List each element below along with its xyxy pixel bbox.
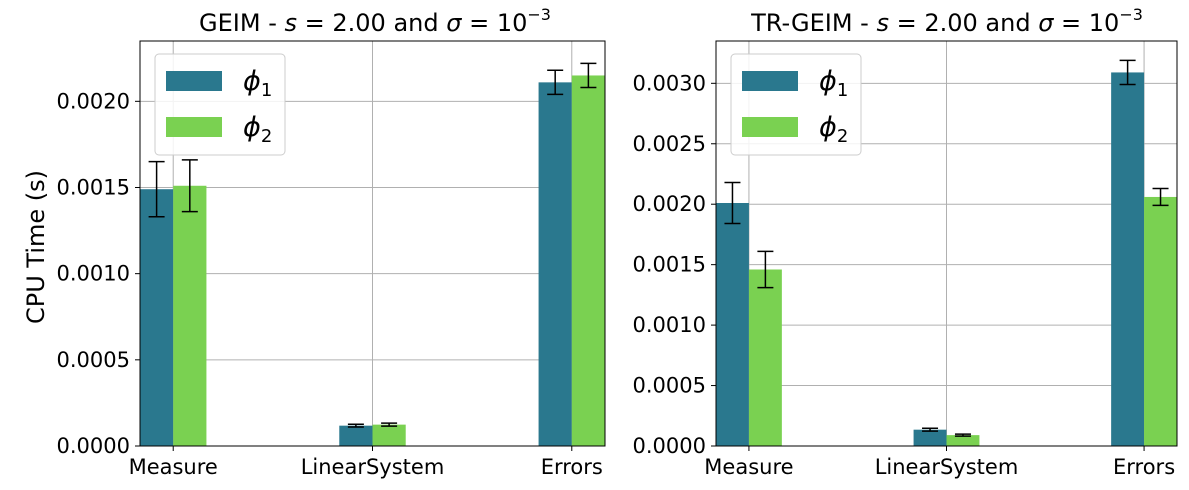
x-tick-label: Errors	[541, 455, 603, 479]
legend-label: ϕ1	[243, 66, 272, 101]
legend-swatch	[742, 71, 798, 91]
chart-geim: 0.0000 0.0005 0.0010 0.0015 0.0020 Measure Lin…	[57, 5, 606, 479]
legend-symbol: ϕ	[819, 112, 837, 143]
bar-errors-phi2	[1144, 196, 1177, 446]
chart-tr-geim: 0.0000 0.0005 0.0010 0.0015 0.0020 0.0025 0.00…	[633, 5, 1178, 479]
legend-swatch	[166, 117, 222, 137]
y-tick-label: 0.0010	[57, 262, 130, 286]
y-tick-label: 0.0030	[633, 71, 706, 95]
x-tick-label: Measure	[704, 455, 793, 479]
bar-linearsystem-phi1	[339, 425, 373, 446]
chart-title: GEIM - s = 2.00 and σ = 10−3	[199, 5, 551, 37]
x-tick-label: LinearSystem	[875, 455, 1019, 479]
title-prefix: TR-GEIM -	[750, 9, 876, 37]
bar-errors-phi1	[1111, 72, 1145, 447]
legend-label: ϕ1	[819, 66, 848, 101]
title-eq: = 10	[1053, 9, 1119, 37]
legend-subscript: 1	[837, 80, 848, 101]
y-tick-label: 0.0010	[633, 313, 706, 337]
y-axis-label: CPU Time (s)	[22, 170, 50, 324]
legend-subscript: 2	[837, 126, 848, 147]
title-var: s	[876, 9, 889, 37]
title-exponent: −3	[527, 5, 551, 24]
legend-subscript: 2	[261, 126, 272, 147]
y-tick-label: 0.0000	[57, 434, 130, 458]
legend-symbol: ϕ	[243, 112, 261, 143]
bar-measure-phi1	[716, 203, 749, 446]
legend-swatch	[742, 117, 798, 137]
legend-label: ϕ2	[243, 112, 272, 147]
legend-label: ϕ2	[819, 112, 848, 147]
y-tick-label: 0.0000	[633, 434, 706, 458]
x-tick-label: Measure	[129, 455, 218, 479]
legend-symbol: ϕ	[243, 66, 261, 97]
title-mid: = 2.00 and	[297, 9, 446, 37]
y-tick-label: 0.0020	[57, 89, 130, 113]
legend-swatch	[166, 71, 222, 91]
bar-errors-phi2	[571, 75, 605, 447]
chart-title: TR-GEIM - s = 2.00 and σ = 10−3	[750, 5, 1143, 37]
y-tick-label: 0.0015	[57, 175, 130, 199]
bar-errors-phi1	[538, 82, 572, 447]
title-prefix: GEIM -	[199, 9, 284, 37]
y-tick-label: 0.0015	[633, 253, 706, 277]
y-tick-label: 0.0005	[633, 374, 706, 398]
bar-measure-phi1	[140, 189, 174, 446]
y-tick-label: 0.0020	[633, 192, 706, 216]
title-sigma: σ	[446, 9, 462, 37]
title-var: s	[285, 9, 298, 37]
y-tick-label: 0.0005	[57, 348, 130, 372]
title-sigma: σ	[1038, 9, 1054, 37]
legend-subscript: 1	[261, 80, 272, 101]
bar-measure-phi2	[748, 269, 782, 446]
y-tick-label: 0.0025	[633, 132, 706, 156]
title-mid: = 2.00 and	[889, 9, 1038, 37]
title-eq: = 10	[461, 9, 527, 37]
x-tick-label: Errors	[1113, 455, 1175, 479]
title-exponent: −3	[1119, 5, 1143, 24]
bar-measure-phi2	[173, 185, 207, 446]
bar-linearsystem-phi1	[913, 429, 947, 446]
legend-symbol: ϕ	[819, 66, 837, 97]
x-tick-label: LinearSystem	[301, 455, 445, 479]
bar-linearsystem-phi2	[946, 435, 980, 446]
bar-linearsystem-phi2	[372, 424, 406, 446]
